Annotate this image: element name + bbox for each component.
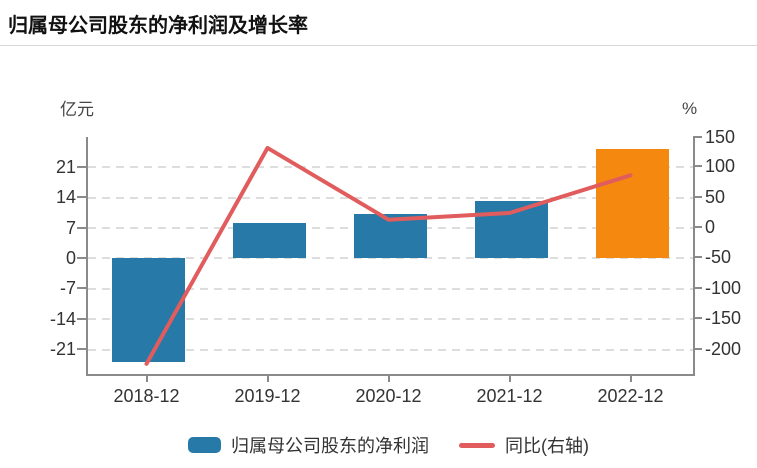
right-tick-label--50: -50 [705,247,732,268]
left-axis-tick [77,348,86,351]
gridline-50 [88,196,693,199]
left-tick-label--14: -14 [49,308,76,329]
x-label-2021-12: 2021-12 [476,386,543,406]
bar-series-swatch [188,437,221,453]
x-label-2019-12: 2019-12 [234,386,301,406]
left-tick-label-0: 0 [65,248,76,268]
bar-2018-12[interactable] [112,258,185,363]
right-axis-tick [693,195,702,198]
right-tick-label-150: 150 [705,127,736,147]
gridline--200 [88,348,693,351]
left-axis-tick [77,257,86,259]
x-label-2020-12: 2020-12 [355,386,422,406]
left-axis-unit-label: 亿元 [60,100,94,119]
x-axis-tick [145,374,148,382]
line-series-label: 同比(右轴) [505,436,589,456]
x-axis-tick [266,374,269,382]
left-axis-tick [77,287,86,290]
right-axis-tick [693,136,702,138]
left-tick-label-21: 21 [55,156,76,177]
right-axis-tick [693,347,702,350]
left-tick-label-7: 7 [65,217,76,238]
page-title: 归属母公司股东的净利润及增长率 [8,15,308,37]
right-axis-tick [693,286,702,289]
bar-2022-12[interactable] [596,149,669,258]
right-tick-label-0: 0 [705,217,716,237]
right-axis-unit-label: % [682,99,698,118]
x-axis-tick [387,374,390,382]
left-axis-tick [77,226,86,229]
legend-item-yoy[interactable]: 同比(右轴) [459,432,589,458]
right-axis-tick [693,317,702,320]
x-label-2018-12: 2018-12 [113,386,180,406]
left-tick-label--7: -7 [59,278,76,299]
left-axis-tick [77,317,86,320]
bar-2021-12[interactable] [475,200,548,258]
right-tick-label--100: -100 [705,277,742,298]
right-axis-tick [693,256,702,259]
left-tick-label-14: 14 [55,187,76,208]
left-axis-tick [77,165,86,168]
gridline--100 [88,287,693,290]
line-series-swatch [459,442,495,448]
right-axis-tick [693,226,702,228]
x-axis-tick [629,374,632,382]
left-tick-label--21: -21 [49,339,76,360]
right-tick-label--200: -200 [705,338,742,359]
title-divider [0,45,757,46]
bar-2019-12[interactable] [233,223,306,258]
gridline-100 [88,166,693,169]
yoy-line-chart [144,145,633,366]
legend-item-net-profit[interactable]: 归属母公司股东的净利润 [188,432,429,458]
legend: 归属母公司股东的净利润 同比(右轴) [86,432,691,458]
x-label-2022-12: 2022-12 [597,386,664,406]
left-axis-tick [77,196,86,199]
x-axis-tick [508,374,511,382]
bar-series-label: 归属母公司股东的净利润 [231,436,429,456]
gridline--50 [88,257,693,260]
gridline--150 [88,318,693,321]
right-axis-tick [693,165,702,168]
plot-area [86,137,695,376]
right-tick-label-100: 100 [705,156,736,177]
right-tick-label--150: -150 [705,308,742,329]
yoy-line [144,145,633,366]
right-tick-label-50: 50 [705,186,726,207]
